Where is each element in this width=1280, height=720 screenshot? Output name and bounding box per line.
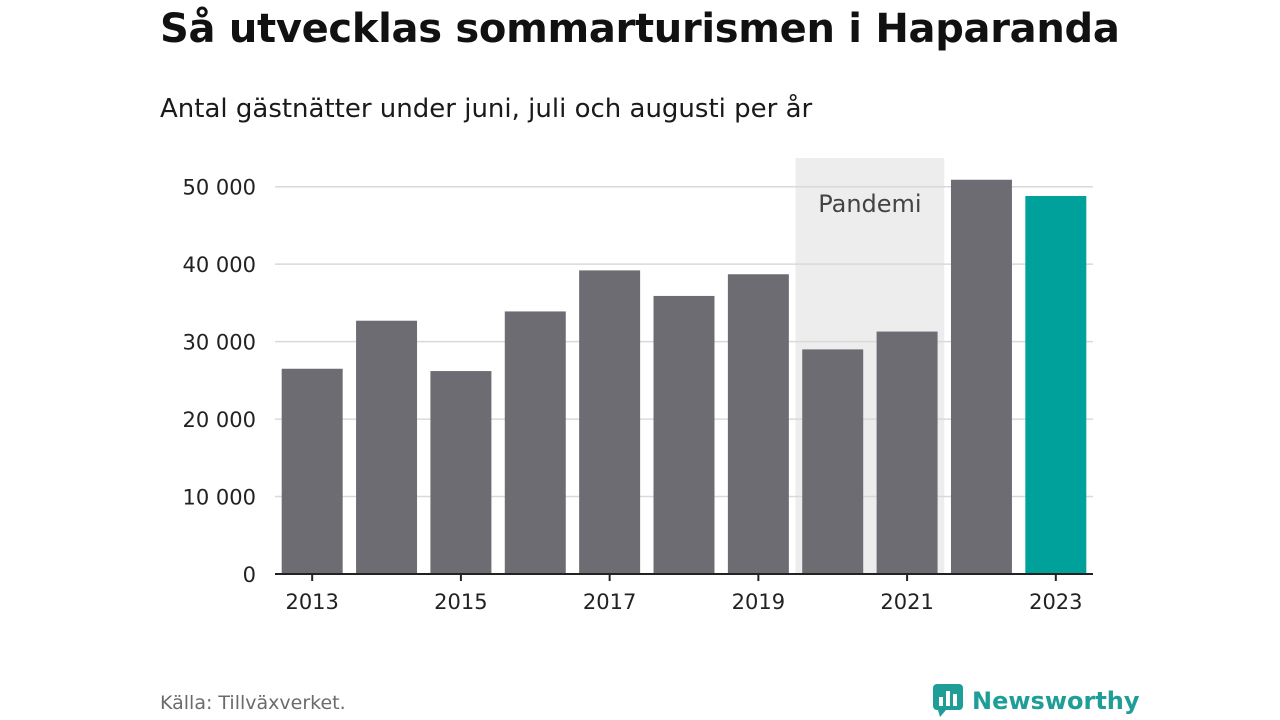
- bar-2021: [876, 331, 938, 574]
- y-tick-label: 50 000: [183, 176, 256, 200]
- chart-subtitle: Antal gästnätter under juni, juli och au…: [160, 94, 813, 124]
- chart-title: Så utvecklas sommarturismen i Haparanda: [160, 6, 1120, 52]
- bar-2023: [1025, 196, 1087, 574]
- x-axis: [275, 573, 1093, 581]
- x-axis-ticks: 2013 2015 2017 2019 2021 2023: [285, 590, 1082, 614]
- bar-2020: [802, 349, 864, 574]
- y-tick-label: 40 000: [183, 253, 256, 277]
- bars: [281, 179, 1087, 575]
- bar-2017: [579, 270, 641, 574]
- y-tick-label: 0: [243, 563, 256, 587]
- newsworthy-logo-icon: [933, 684, 963, 717]
- x-tick-label: 2013: [285, 590, 338, 614]
- brand-logo[interactable]: Newsworthy: [932, 683, 1140, 719]
- x-tick-label: 2023: [1029, 590, 1082, 614]
- bar-2015: [430, 371, 492, 574]
- x-tick-label: 2021: [880, 590, 933, 614]
- bar-2014: [356, 320, 418, 574]
- y-axis-ticks: 0 10 000 20 000 30 000 40 000 50 000: [183, 176, 256, 587]
- y-tick-label: 30 000: [183, 331, 256, 355]
- x-tick-label: 2017: [583, 590, 636, 614]
- bar-2013: [281, 368, 343, 574]
- bar-2022: [950, 179, 1012, 575]
- source-note: Källa: Tillväxverket.: [160, 692, 346, 714]
- x-tick-label: 2019: [732, 590, 785, 614]
- pandemic-label: Pandemi: [818, 190, 921, 218]
- x-tick-label: 2015: [434, 590, 487, 614]
- y-tick-label: 10 000: [183, 486, 256, 510]
- brand-name: Newsworthy: [972, 687, 1140, 715]
- bar-2019: [727, 274, 789, 574]
- y-tick-label: 20 000: [183, 408, 256, 432]
- bar-2018: [653, 295, 715, 574]
- bar-2016: [504, 311, 566, 574]
